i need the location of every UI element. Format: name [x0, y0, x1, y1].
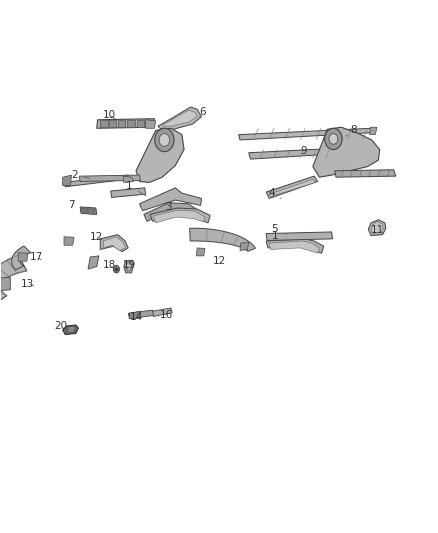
- Polygon shape: [126, 262, 132, 271]
- Polygon shape: [18, 253, 28, 261]
- Polygon shape: [0, 277, 11, 290]
- Polygon shape: [313, 127, 380, 177]
- Text: 4: 4: [268, 188, 281, 199]
- Text: 16: 16: [160, 310, 173, 320]
- Polygon shape: [266, 176, 318, 198]
- Polygon shape: [111, 188, 146, 197]
- Polygon shape: [118, 120, 125, 127]
- Polygon shape: [123, 176, 134, 182]
- Text: 7: 7: [68, 200, 82, 211]
- Polygon shape: [130, 311, 141, 319]
- Polygon shape: [12, 246, 31, 270]
- Text: 17: 17: [30, 252, 43, 262]
- Circle shape: [325, 128, 342, 150]
- Polygon shape: [269, 241, 319, 253]
- Polygon shape: [63, 175, 71, 185]
- Polygon shape: [153, 210, 205, 223]
- Polygon shape: [0, 255, 27, 304]
- Polygon shape: [249, 149, 336, 159]
- Text: 2: 2: [71, 170, 90, 180]
- Polygon shape: [64, 237, 74, 245]
- Text: 9: 9: [301, 146, 311, 156]
- Text: 1: 1: [272, 231, 284, 241]
- Polygon shape: [100, 235, 128, 252]
- Polygon shape: [97, 119, 154, 128]
- Polygon shape: [158, 107, 201, 130]
- Polygon shape: [266, 239, 324, 253]
- Polygon shape: [83, 208, 86, 213]
- Text: 8: 8: [346, 125, 357, 136]
- Circle shape: [155, 128, 174, 152]
- Text: 6: 6: [199, 107, 206, 117]
- Polygon shape: [140, 188, 201, 211]
- Polygon shape: [162, 110, 197, 126]
- Text: 10: 10: [102, 110, 116, 120]
- Polygon shape: [88, 256, 99, 269]
- Polygon shape: [137, 120, 145, 127]
- Polygon shape: [63, 175, 131, 187]
- Text: 5: 5: [272, 224, 286, 235]
- Polygon shape: [124, 260, 134, 273]
- Text: 20: 20: [54, 321, 67, 331]
- Polygon shape: [80, 207, 97, 214]
- Polygon shape: [146, 120, 155, 128]
- Polygon shape: [150, 208, 210, 223]
- Circle shape: [329, 134, 338, 144]
- Polygon shape: [136, 128, 184, 182]
- Text: 1: 1: [126, 181, 146, 196]
- Polygon shape: [63, 325, 78, 335]
- Polygon shape: [240, 243, 249, 251]
- Circle shape: [159, 134, 170, 147]
- Polygon shape: [128, 310, 154, 319]
- Polygon shape: [87, 208, 90, 213]
- Polygon shape: [103, 237, 126, 251]
- Text: 12: 12: [90, 232, 103, 243]
- Polygon shape: [109, 120, 117, 127]
- Polygon shape: [100, 120, 108, 127]
- Polygon shape: [68, 326, 76, 333]
- Text: 3: 3: [166, 202, 172, 212]
- Text: 13: 13: [21, 279, 35, 288]
- Text: 19: 19: [124, 261, 137, 270]
- Polygon shape: [368, 220, 386, 236]
- Polygon shape: [92, 208, 95, 213]
- Polygon shape: [371, 221, 383, 233]
- Text: 14: 14: [129, 312, 143, 322]
- Polygon shape: [79, 175, 141, 181]
- Polygon shape: [127, 120, 135, 127]
- Polygon shape: [144, 203, 196, 221]
- Text: 18: 18: [102, 261, 116, 270]
- Polygon shape: [239, 128, 374, 140]
- Circle shape: [113, 265, 120, 273]
- Text: 11: 11: [371, 225, 384, 236]
- Text: 12: 12: [212, 256, 226, 266]
- Polygon shape: [190, 228, 255, 252]
- Polygon shape: [269, 179, 315, 196]
- Polygon shape: [196, 248, 205, 256]
- Polygon shape: [81, 208, 95, 214]
- Polygon shape: [370, 127, 377, 135]
- Polygon shape: [152, 308, 172, 317]
- Polygon shape: [266, 232, 332, 240]
- Polygon shape: [335, 169, 396, 177]
